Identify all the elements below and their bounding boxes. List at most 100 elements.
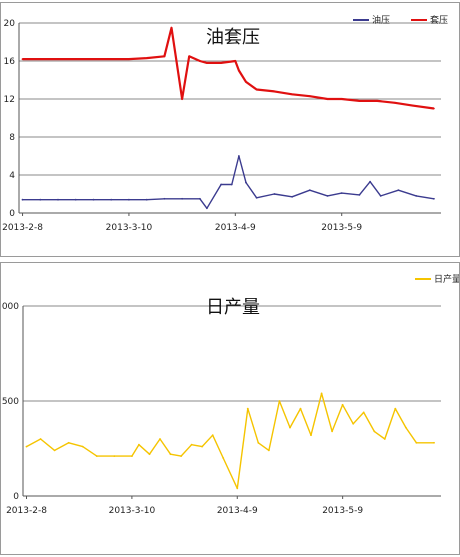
series-1-point (21, 198, 24, 201)
series-2-point (145, 57, 148, 59)
y-tick-label: 12 (4, 95, 15, 105)
series-2-point (238, 69, 240, 72)
pressure-chart-panel: 0 4 8 12 16 20 2013-2-8 2013-3-10 2013-4-9 2013-5… (0, 2, 460, 257)
series-1-point (326, 195, 329, 197)
x-tick-label: 2013-5-9 (322, 506, 363, 516)
series-1-point (255, 196, 258, 199)
series-1-point (358, 194, 361, 196)
series-1-point (310, 434, 312, 437)
y-tick-label: 20 (4, 19, 16, 29)
series-1-point (163, 197, 166, 200)
series-1-point (383, 438, 386, 440)
series-1-point (289, 426, 291, 429)
production-chart-title: 日产量 (206, 297, 260, 318)
series-1-point (201, 445, 204, 448)
y-tick-label: 8 (9, 133, 15, 143)
series-2-point (57, 58, 59, 60)
series-2-point (128, 58, 130, 60)
series-1-point (67, 441, 70, 444)
series-2-point (308, 95, 311, 98)
series-1-point (199, 197, 201, 200)
series-1-point (57, 198, 59, 201)
x-tick-label: 2013-2-8 (6, 506, 47, 516)
series-1-point (190, 443, 193, 446)
series-1-point (181, 197, 184, 200)
series-2-point (21, 58, 24, 60)
series-line-1 (22, 155, 435, 210)
series-1-point (180, 455, 183, 457)
series-1-point (145, 198, 148, 201)
series-1-point (433, 197, 435, 200)
series-2-point (273, 90, 276, 93)
pressure-axes (18, 23, 441, 216)
series-1-point (369, 180, 371, 183)
series-1-point (110, 198, 113, 201)
series-1-point (245, 181, 247, 184)
y-tick-label: 16 (4, 57, 16, 67)
series-2-point (110, 58, 113, 60)
series-1-point (81, 445, 84, 448)
series-1-point (39, 438, 42, 440)
pressure-legend: 油压 套压 (353, 14, 448, 26)
series-1-point (415, 195, 418, 197)
series-2-point (177, 74, 180, 77)
series-1-point (74, 198, 77, 201)
x-tick-label: 2013-3-10 (106, 223, 153, 233)
series-2-point (255, 88, 258, 91)
pressure-chart: 0 4 8 12 16 20 2013-2-8 2013-3-10 2013-4-9 2013-5… (2, 14, 448, 233)
series-1-point (405, 426, 407, 429)
y-tick-label: 2500 (1, 397, 19, 407)
series-1-point (230, 183, 233, 186)
series-1-point (113, 455, 116, 457)
series-1-point (148, 453, 151, 456)
series-2-point (376, 100, 379, 102)
series-1-point (128, 198, 130, 201)
series-2-point (220, 62, 223, 64)
series-1-point (211, 434, 214, 437)
series-2-point (199, 60, 201, 62)
series-1-point (169, 453, 172, 456)
series-1-point (92, 198, 95, 201)
production-gridlines (23, 305, 441, 497)
series-1-point (341, 403, 344, 406)
series-line-1 (26, 392, 434, 490)
series-2-point (411, 104, 414, 107)
series-1-point (433, 441, 435, 444)
series-1-point (222, 457, 225, 459)
series-2-point (92, 58, 95, 60)
x-tick-label: 2013-2-8 (2, 223, 43, 233)
series-1-point (278, 400, 281, 402)
series-1-point (138, 443, 140, 446)
y-tick-label: 4 (9, 171, 15, 181)
series-1-point (397, 189, 400, 192)
legend-label-casing-pressure: 套压 (430, 14, 448, 26)
series-2-point (181, 98, 184, 100)
series-2-point (188, 55, 191, 58)
series-1-point (236, 487, 239, 490)
series-1-point (268, 449, 270, 452)
series-1-point (299, 407, 302, 410)
series-2-point (340, 98, 343, 100)
series-1-point (25, 445, 28, 448)
production-axes (22, 306, 441, 499)
series-1-point (159, 438, 161, 440)
series-1-point (246, 407, 249, 410)
series-1-point (308, 189, 311, 192)
series-1-point (257, 441, 260, 444)
series-1-point (331, 430, 333, 433)
series-1-point (352, 422, 355, 425)
x-tick-label: 2013-3-10 (109, 506, 156, 516)
series-2-point (291, 93, 293, 96)
series-1-point (131, 455, 133, 457)
series-1-point (273, 193, 276, 195)
series-2-point (245, 81, 247, 83)
pressure-series (21, 26, 435, 210)
production-legend: 日产量 (415, 273, 459, 285)
legend-label-daily-output: 日产量 (434, 273, 459, 285)
series-1-point (394, 407, 397, 410)
